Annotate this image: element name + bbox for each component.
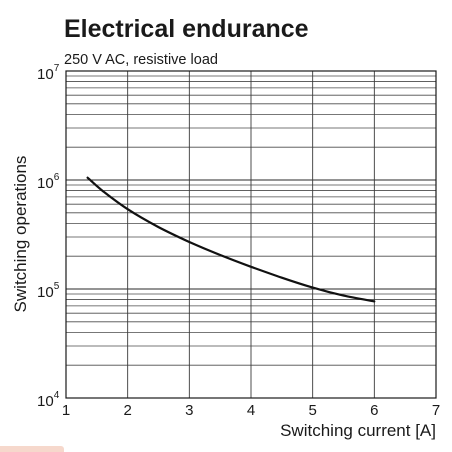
chart-title: Electrical endurance: [64, 15, 309, 43]
x-tick-labels: 1 2 3 4 5 6 7: [62, 402, 440, 419]
chart-subtitle: 250 V AC, resistive load: [64, 52, 218, 68]
footer-tag: [0, 446, 64, 452]
y-tick-label: 106: [37, 172, 60, 192]
x-tick-label: 1: [62, 402, 70, 419]
y-tick-label: 107: [37, 63, 60, 83]
x-tick-label: 5: [308, 402, 316, 419]
y-tick-label: 105: [37, 281, 60, 301]
plot-frame: [65, 70, 437, 399]
grid: [66, 71, 436, 398]
x-tick-label: 3: [185, 402, 193, 419]
series-line: [86, 176, 376, 303]
y-axis-label: Switching operations: [11, 156, 30, 313]
x-axis-label: Switching current [A]: [280, 421, 436, 440]
x-tick-label: 6: [370, 402, 378, 419]
x-tick-label: 7: [432, 402, 440, 419]
y-tick-labels: 104 105 106 107: [37, 63, 60, 410]
y-tick-label: 104: [37, 390, 60, 410]
x-tick-label: 2: [123, 402, 131, 419]
x-tick-label: 4: [247, 402, 255, 419]
series-group: [86, 176, 376, 303]
